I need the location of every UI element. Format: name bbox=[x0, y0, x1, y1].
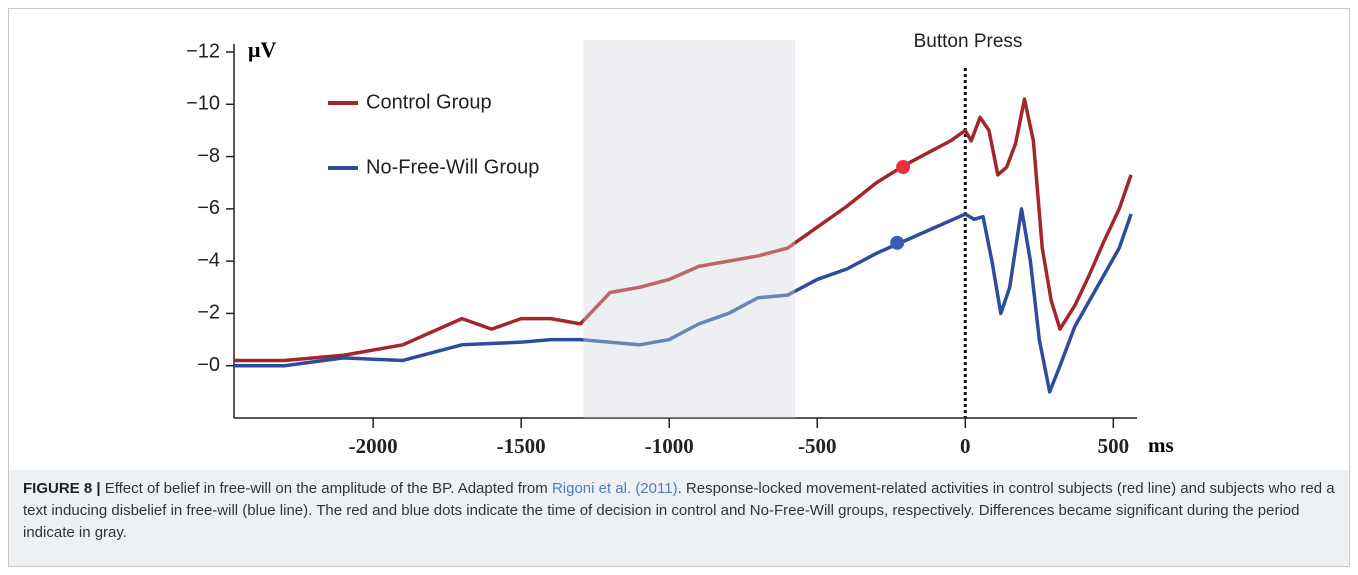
y-axis-label: μV bbox=[248, 37, 276, 62]
decision-dot bbox=[896, 160, 911, 175]
x-tick-label: 500 bbox=[1098, 434, 1130, 458]
shaded-region bbox=[583, 40, 796, 418]
caption-text: Effect of belief in free-will on the amp… bbox=[104, 480, 548, 497]
y-tick-label: −6 bbox=[197, 197, 220, 219]
y-tick-label: −8 bbox=[197, 145, 220, 167]
x-tick-label: 0 bbox=[960, 434, 971, 458]
y-tick-label: −10 bbox=[186, 93, 220, 115]
chart: μV ms Button Press −12 −10 −8 −6 −4 −2 −0 -2000… bbox=[186, 31, 1174, 458]
caption-link[interactable]: Rigoni et al. (2011) bbox=[551, 480, 678, 497]
decision-dot bbox=[890, 235, 905, 250]
x-tick-label: -1000 bbox=[645, 434, 694, 458]
y-tick-label: −12 bbox=[186, 40, 220, 62]
series-line bbox=[234, 207, 1133, 394]
x-tick-label: -1500 bbox=[497, 434, 546, 458]
figure-frame bbox=[8, 8, 1350, 567]
y-tick-label: −0 bbox=[197, 354, 220, 376]
legend-label: Control Group bbox=[366, 91, 492, 113]
y-tick-label: −4 bbox=[197, 249, 220, 271]
x-axis-label: ms bbox=[1148, 433, 1174, 457]
annotation: Button Press bbox=[914, 31, 1023, 52]
shaded-overlay bbox=[583, 40, 796, 418]
caption-label: FIGURE 8 | bbox=[23, 480, 101, 497]
y-tick-label: −2 bbox=[197, 302, 220, 324]
caption: FIGURE 8 | Effect of belief in free-will… bbox=[9, 470, 1349, 566]
x-tick-label: -500 bbox=[798, 434, 837, 458]
caption-text: . Response-locked movement-related activ… bbox=[23, 480, 1335, 541]
legend-label: No-Free-Will Group bbox=[366, 156, 539, 178]
x-tick-label: -2000 bbox=[349, 434, 398, 458]
